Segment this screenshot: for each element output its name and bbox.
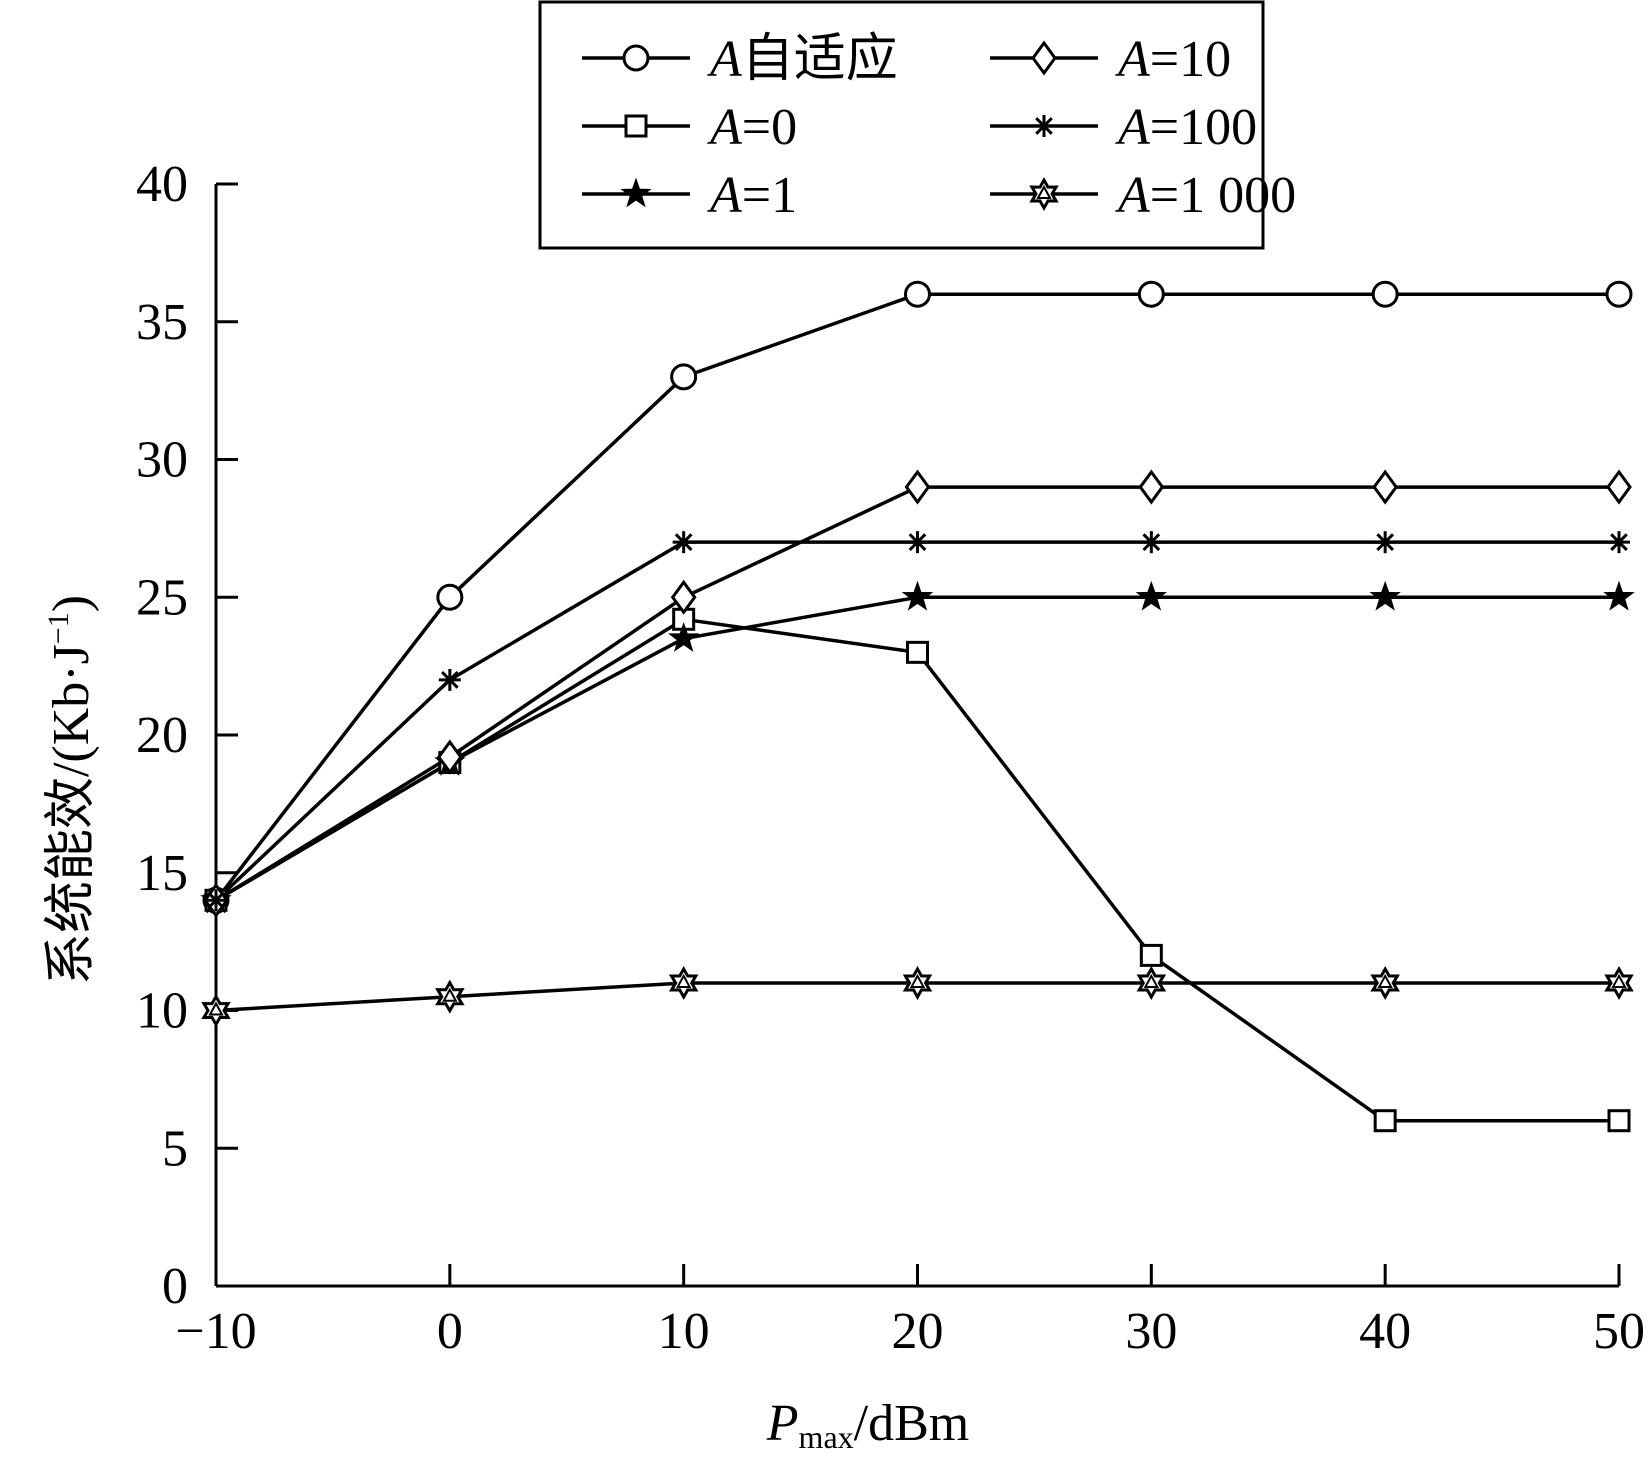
data-point-5-2 bbox=[668, 965, 699, 1001]
x-ticks: −10 0 10 20 30 40 50 bbox=[175, 1264, 1645, 1360]
x-tick-label: 40 bbox=[1359, 1303, 1411, 1360]
data-point-5-4 bbox=[1136, 965, 1167, 1001]
y-tick-label: 40 bbox=[136, 156, 188, 213]
data-point-1-5 bbox=[1373, 1109, 1397, 1133]
x-axis-title: Pmax/dBm bbox=[766, 1395, 969, 1455]
data-point-4-5 bbox=[1374, 531, 1397, 554]
data-point-4-4 bbox=[1140, 531, 1163, 554]
legend-label-5: A=1 000 bbox=[1115, 167, 1296, 224]
x-tick-label: −10 bbox=[175, 1303, 256, 1360]
legend-entry-4: A=100 bbox=[990, 99, 1257, 156]
data-point-5-6 bbox=[1604, 965, 1634, 1001]
legend-entry-2: A=1 bbox=[582, 167, 797, 224]
data-point-0-6 bbox=[1605, 280, 1633, 308]
data-point-3-1 bbox=[436, 739, 463, 775]
data-point-2-3 bbox=[901, 580, 934, 611]
x-tick-label: 10 bbox=[658, 1303, 710, 1360]
data-point-1-4 bbox=[1139, 943, 1163, 967]
data-point-4-3 bbox=[906, 531, 929, 554]
data-point-2-2 bbox=[667, 622, 700, 652]
data-point-0-5 bbox=[1371, 280, 1399, 308]
data-point-5-5 bbox=[1370, 965, 1400, 1001]
legend-marker-4 bbox=[1033, 115, 1055, 137]
y-tick-label: 20 bbox=[136, 707, 188, 764]
data-point-3-4 bbox=[1138, 469, 1165, 505]
y-tick-label: 10 bbox=[136, 983, 188, 1040]
legend-label-1: A=0 bbox=[707, 99, 797, 156]
legend-label-0: A自适应 bbox=[707, 31, 898, 88]
data-point-0-2 bbox=[670, 363, 698, 391]
y-tick-label: 30 bbox=[136, 432, 188, 489]
data-point-3-6 bbox=[1606, 469, 1632, 505]
x-tick-label: 50 bbox=[1593, 1303, 1645, 1360]
data-point-2-4 bbox=[1135, 580, 1168, 611]
data-point-2-6 bbox=[1603, 580, 1635, 611]
x-tick-label: 20 bbox=[892, 1303, 944, 1360]
legend-label-2: A=1 bbox=[707, 167, 797, 224]
legend-entry-5: A=1 000 bbox=[990, 167, 1296, 224]
data-point-4-0 bbox=[205, 889, 227, 912]
y-tick-label: 0 bbox=[162, 1258, 188, 1315]
y-ticks: 0 5 10 15 20 25 30 35 40 bbox=[136, 156, 238, 1315]
data-point-4-2 bbox=[672, 531, 695, 554]
series-line-1 bbox=[215, 617, 1619, 1123]
data-point-5-3 bbox=[902, 965, 933, 1001]
data-point-0-4 bbox=[1137, 280, 1165, 308]
y-axis-title: 系统能效/(Kb·J−1) bbox=[42, 595, 100, 985]
legend-label-4: A=100 bbox=[1115, 99, 1257, 156]
data-point-3-5 bbox=[1372, 469, 1399, 505]
data-point-0-3 bbox=[904, 280, 931, 308]
y-tick-label: 5 bbox=[162, 1120, 188, 1177]
data-point-4-6 bbox=[1608, 531, 1630, 554]
legend-marker-1 bbox=[624, 114, 648, 138]
x-tick-label: 0 bbox=[437, 1303, 463, 1360]
y-tick-label: 25 bbox=[136, 569, 188, 626]
legend-marker-0 bbox=[622, 44, 650, 72]
data-point-1-3 bbox=[906, 640, 929, 664]
legend-label-3: A=10 bbox=[1115, 31, 1231, 88]
x-tick-label: 30 bbox=[1125, 1303, 1177, 1360]
data-point-3-2 bbox=[670, 579, 697, 615]
legend-marker-3 bbox=[1031, 40, 1057, 76]
legend-entry-1: A=0 bbox=[582, 99, 797, 156]
y-tick-label: 15 bbox=[136, 845, 188, 902]
legend: A自适应 A=0 A=1 A=10 A=100 A=1 000 bbox=[538, 0, 1296, 250]
data-point-1-6 bbox=[1607, 1109, 1631, 1133]
legend-marker-2 bbox=[620, 177, 652, 208]
y-tick-label: 35 bbox=[136, 294, 188, 351]
data-point-3-3 bbox=[904, 469, 931, 505]
series-markers bbox=[200, 280, 1635, 1133]
data-point-2-5 bbox=[1369, 580, 1401, 611]
legend-marker-5 bbox=[1029, 176, 1059, 212]
data-point-5-0 bbox=[201, 993, 231, 1028]
data-point-4-1 bbox=[438, 668, 461, 691]
data-point-0-1 bbox=[436, 583, 464, 611]
legend-entry-3: A=10 bbox=[990, 31, 1231, 88]
legend-entry-0: A自适应 bbox=[582, 31, 898, 88]
data-point-5-1 bbox=[435, 979, 465, 1014]
